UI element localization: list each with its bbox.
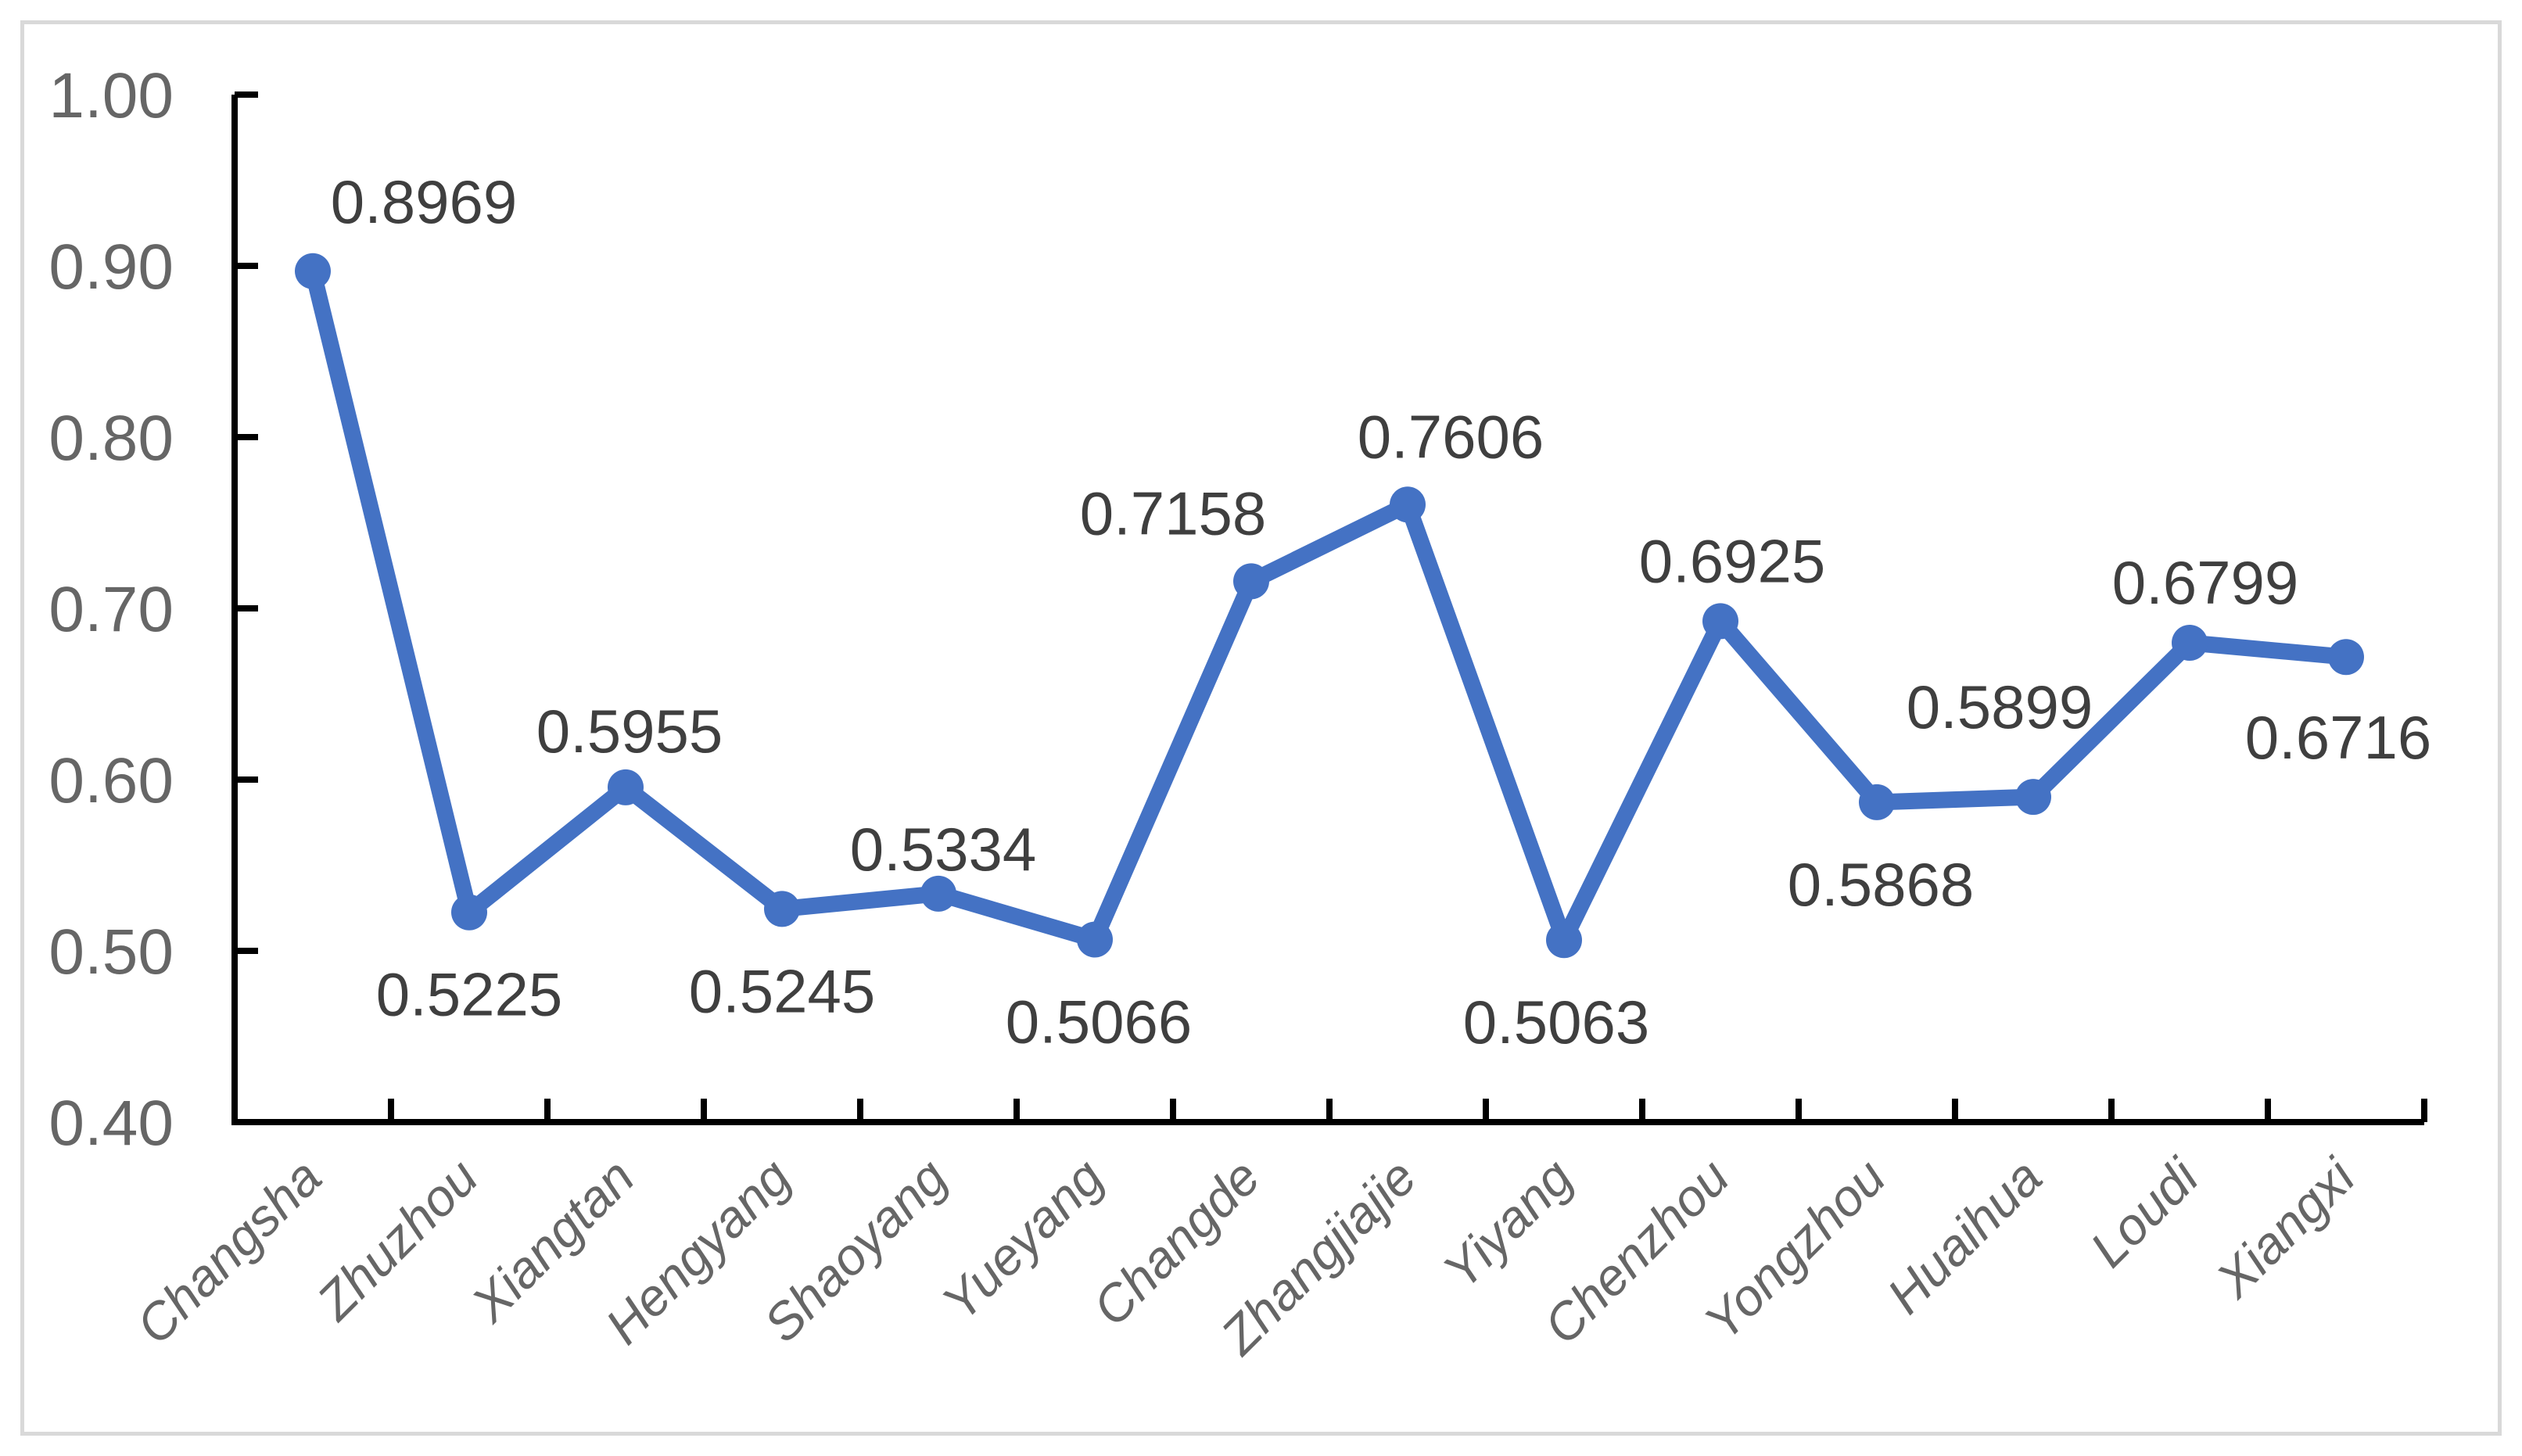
data-point-label: 0.5245 [689,956,876,1025]
data-point-marker [2015,779,2051,816]
data-point-marker [764,891,800,927]
data-point-marker [1233,563,1269,600]
series-line [304,263,2355,949]
data-point-marker [2172,625,2208,662]
data-point-label: 0.7606 [1358,402,1544,471]
data-point-marker [1702,603,1738,640]
axis-line [231,95,2424,1125]
y-axis-tick-label: 0.70 [48,574,174,645]
y-axis-tick-label: 0.80 [48,403,174,474]
x-axis-category-label: Yueyang [931,1147,1114,1331]
data-point-label: 0.8969 [331,167,518,236]
x-axis-category-label: Loudi [2079,1146,2210,1278]
data-point-label: 0.5063 [1463,988,1650,1056]
data-point-label: 0.6925 [1639,526,1826,595]
data-point-label: 0.5955 [536,697,723,766]
data-point-label: 0.5225 [376,960,563,1029]
data-point-label: 0.6799 [2112,548,2299,617]
data-point-marker [295,253,331,289]
data-point-marker [1546,922,1582,959]
data-point-marker [2328,639,2364,676]
data-point-marker [608,769,644,805]
y-axis-tick-label: 0.50 [48,916,174,988]
data-point-label: 0.7158 [1080,479,1267,547]
y-axis-tick-label: 0.60 [48,745,174,816]
x-axis-category-label: Xiangxi [2204,1146,2366,1309]
y-axis-tick-label: 0.40 [48,1088,174,1159]
x-axis-category-label: Yiyang [1432,1147,1584,1299]
data-point-label: 0.5334 [850,815,1037,884]
data-point-label: 0.5868 [1788,850,1975,919]
data-point-marker [451,894,487,931]
data-point-label: 0.5899 [1907,672,2093,741]
data-point-marker [1859,784,1895,820]
data-point-marker [1390,486,1426,523]
data-point-label: 0.5066 [1006,988,1193,1056]
data-point-label: 0.6716 [2245,703,2432,772]
x-axis-category-label: Huaihua [1876,1148,2053,1325]
data-point-marker [1077,921,1113,958]
x-axis-category-label: Changsha [125,1148,332,1355]
y-axis-tick-label: 1.00 [48,60,174,131]
x-axis-category-label: Zhuzhou [305,1148,489,1332]
y-axis-tick-label: 0.90 [48,231,174,303]
data-point-marker [920,875,956,912]
